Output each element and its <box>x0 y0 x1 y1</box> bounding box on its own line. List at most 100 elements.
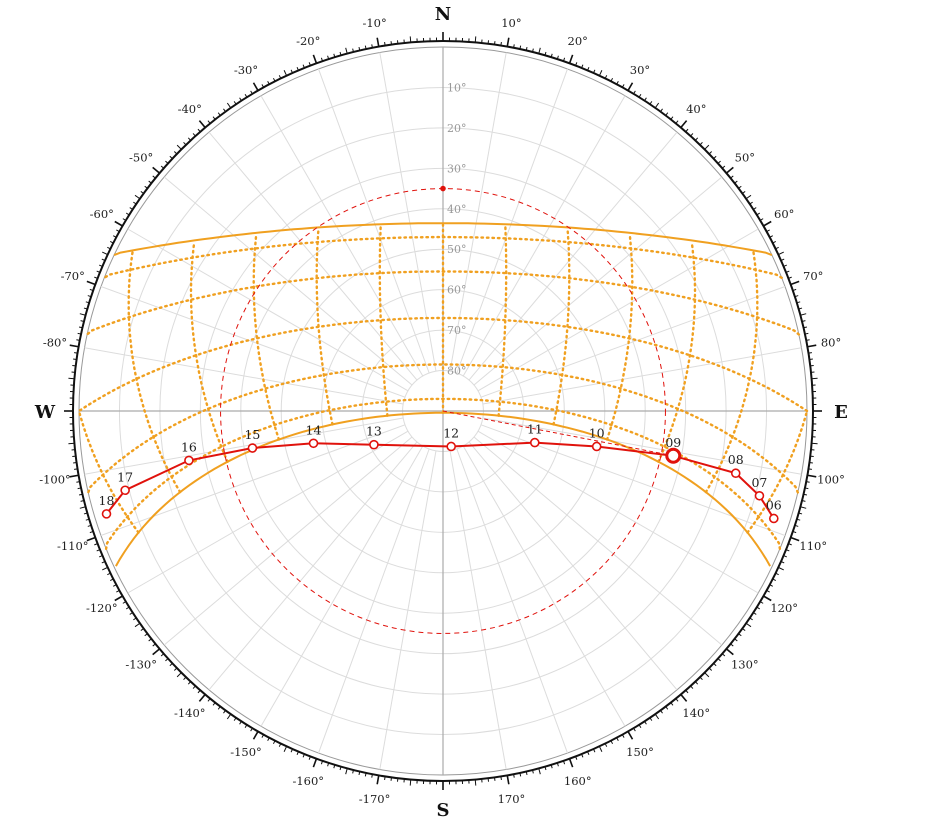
azimuth-tick <box>680 120 688 129</box>
azimuth-tick <box>811 442 818 445</box>
azimuth-tick <box>376 775 380 785</box>
monthly-sun-path <box>87 363 799 494</box>
hour-marker <box>754 490 765 501</box>
azimuth-spoke <box>127 228 409 392</box>
hour-analemma <box>746 412 808 534</box>
hour-label: 09 <box>665 435 681 450</box>
azimuth-tick-label: -70° <box>61 269 85 283</box>
azimuth-tick <box>152 648 161 656</box>
hour-analemma <box>552 227 571 426</box>
hour-label: 06 <box>766 497 782 512</box>
azimuth-tick <box>538 768 541 775</box>
cardinal-labels: N E S W <box>34 4 848 821</box>
altitude-ring-label: 40° <box>447 203 467 216</box>
azimuth-tick-label: -30° <box>234 63 258 77</box>
azimuth-spoke <box>456 448 568 754</box>
azimuth-tick <box>409 779 412 786</box>
hour-label: 18 <box>99 493 115 508</box>
azimuth-tick <box>568 54 574 64</box>
azimuth-tick <box>69 474 79 478</box>
azimuth-spoke <box>456 68 568 374</box>
azimuth-spoke <box>482 347 802 405</box>
azimuth-tick-label: -170° <box>359 792 391 806</box>
hour-marker <box>369 439 379 450</box>
altitude-ring-label: 10° <box>447 81 467 94</box>
azimuth-spoke <box>260 445 424 727</box>
azimuth-tick <box>345 768 348 775</box>
hour-marker <box>730 468 741 479</box>
azimuth-spoke <box>480 286 786 398</box>
hour-marker <box>184 455 194 466</box>
azimuth-tick-label: 140° <box>682 706 710 720</box>
azimuth-tick <box>627 731 634 740</box>
azimuth-spoke <box>84 417 404 475</box>
azimuth-spoke <box>163 436 413 646</box>
azimuth-spoke <box>379 450 437 770</box>
reference-north-marker <box>440 185 446 192</box>
azimuth-spoke <box>208 131 418 381</box>
hour-label: 08 <box>728 452 744 467</box>
azimuth-tick <box>114 220 123 227</box>
azimuth-tick-label: -20° <box>296 34 320 48</box>
hour-marker <box>446 441 456 452</box>
hour-label: 13 <box>366 424 382 439</box>
cardinal-west-label: W <box>34 402 56 423</box>
azimuth-tick-label: 160° <box>564 774 592 788</box>
hour-marker <box>529 437 540 448</box>
azimuth-tick <box>725 166 734 174</box>
altitude-ring-labels: 10° 20° 30° 40° 50° 60° 70° 80° <box>447 81 467 377</box>
azimuth-spoke <box>379 52 437 372</box>
azimuth-tick-label: 130° <box>731 657 759 671</box>
hour-analemma <box>497 224 508 417</box>
azimuth-tick <box>506 37 510 47</box>
azimuth-tick-labels: 10° 20° 30° 40° 50° 60° 70° 80° 100° 110° 120° 130°… <box>39 16 845 806</box>
azimuth-tick-label: -130° <box>125 657 157 671</box>
azimuth-tick <box>376 37 380 47</box>
azimuth-tick <box>312 54 318 64</box>
azimuth-tick-label: 70° <box>803 269 823 283</box>
altitude-azimuth-grid <box>79 47 807 775</box>
cardinal-north-label: N <box>435 4 451 25</box>
current-sun-position-marker <box>665 447 682 464</box>
azimuth-tick-label: 150° <box>626 745 654 759</box>
monthly-sun-path <box>85 270 801 336</box>
azimuth-spoke <box>260 95 424 377</box>
azimuth-tick-label: 170° <box>498 792 526 806</box>
azimuth-tick-label: -140° <box>174 706 206 720</box>
hour-marker <box>247 443 258 453</box>
hour-label: 07 <box>751 475 767 490</box>
azimuth-tick-label: -150° <box>230 745 262 759</box>
altitude-ring-label: 80° <box>447 365 467 378</box>
azimuth-tick-label: 40° <box>686 102 706 116</box>
azimuth-tick-label: 80° <box>821 336 841 350</box>
altitude-ring-label: 30° <box>447 162 467 175</box>
azimuth-tick-label: -60° <box>90 207 114 221</box>
azimuth-spoke <box>462 95 626 377</box>
hour-analemma <box>605 233 634 441</box>
azimuth-spoke <box>163 176 413 386</box>
azimuth-spoke <box>318 68 430 374</box>
azimuth-tick <box>69 344 79 348</box>
azimuth-spoke <box>127 430 409 594</box>
hour-label: 11 <box>527 422 543 437</box>
azimuth-tick <box>474 779 477 786</box>
azimuth-tick <box>506 775 510 785</box>
hour-analemma <box>315 227 334 426</box>
azimuth-tick-label: 120° <box>770 601 798 615</box>
azimuth-tick <box>807 344 817 348</box>
cardinal-east-label: E <box>834 402 848 423</box>
azimuth-tick-label: -50° <box>129 151 153 165</box>
hour-analemma <box>657 241 697 463</box>
azimuth-tick <box>680 693 688 702</box>
azimuth-tick <box>252 731 259 740</box>
azimuth-tick-label: 100° <box>817 472 845 486</box>
azimuth-tick <box>198 120 206 129</box>
azimuth-tick <box>811 377 818 380</box>
azimuth-spoke <box>318 448 430 754</box>
azimuth-tick <box>790 536 800 542</box>
hour-label: 16 <box>181 439 197 454</box>
azimuth-spoke <box>84 347 404 405</box>
azimuth-tick-label: 10° <box>501 16 521 30</box>
azimuth-spoke <box>449 450 507 770</box>
